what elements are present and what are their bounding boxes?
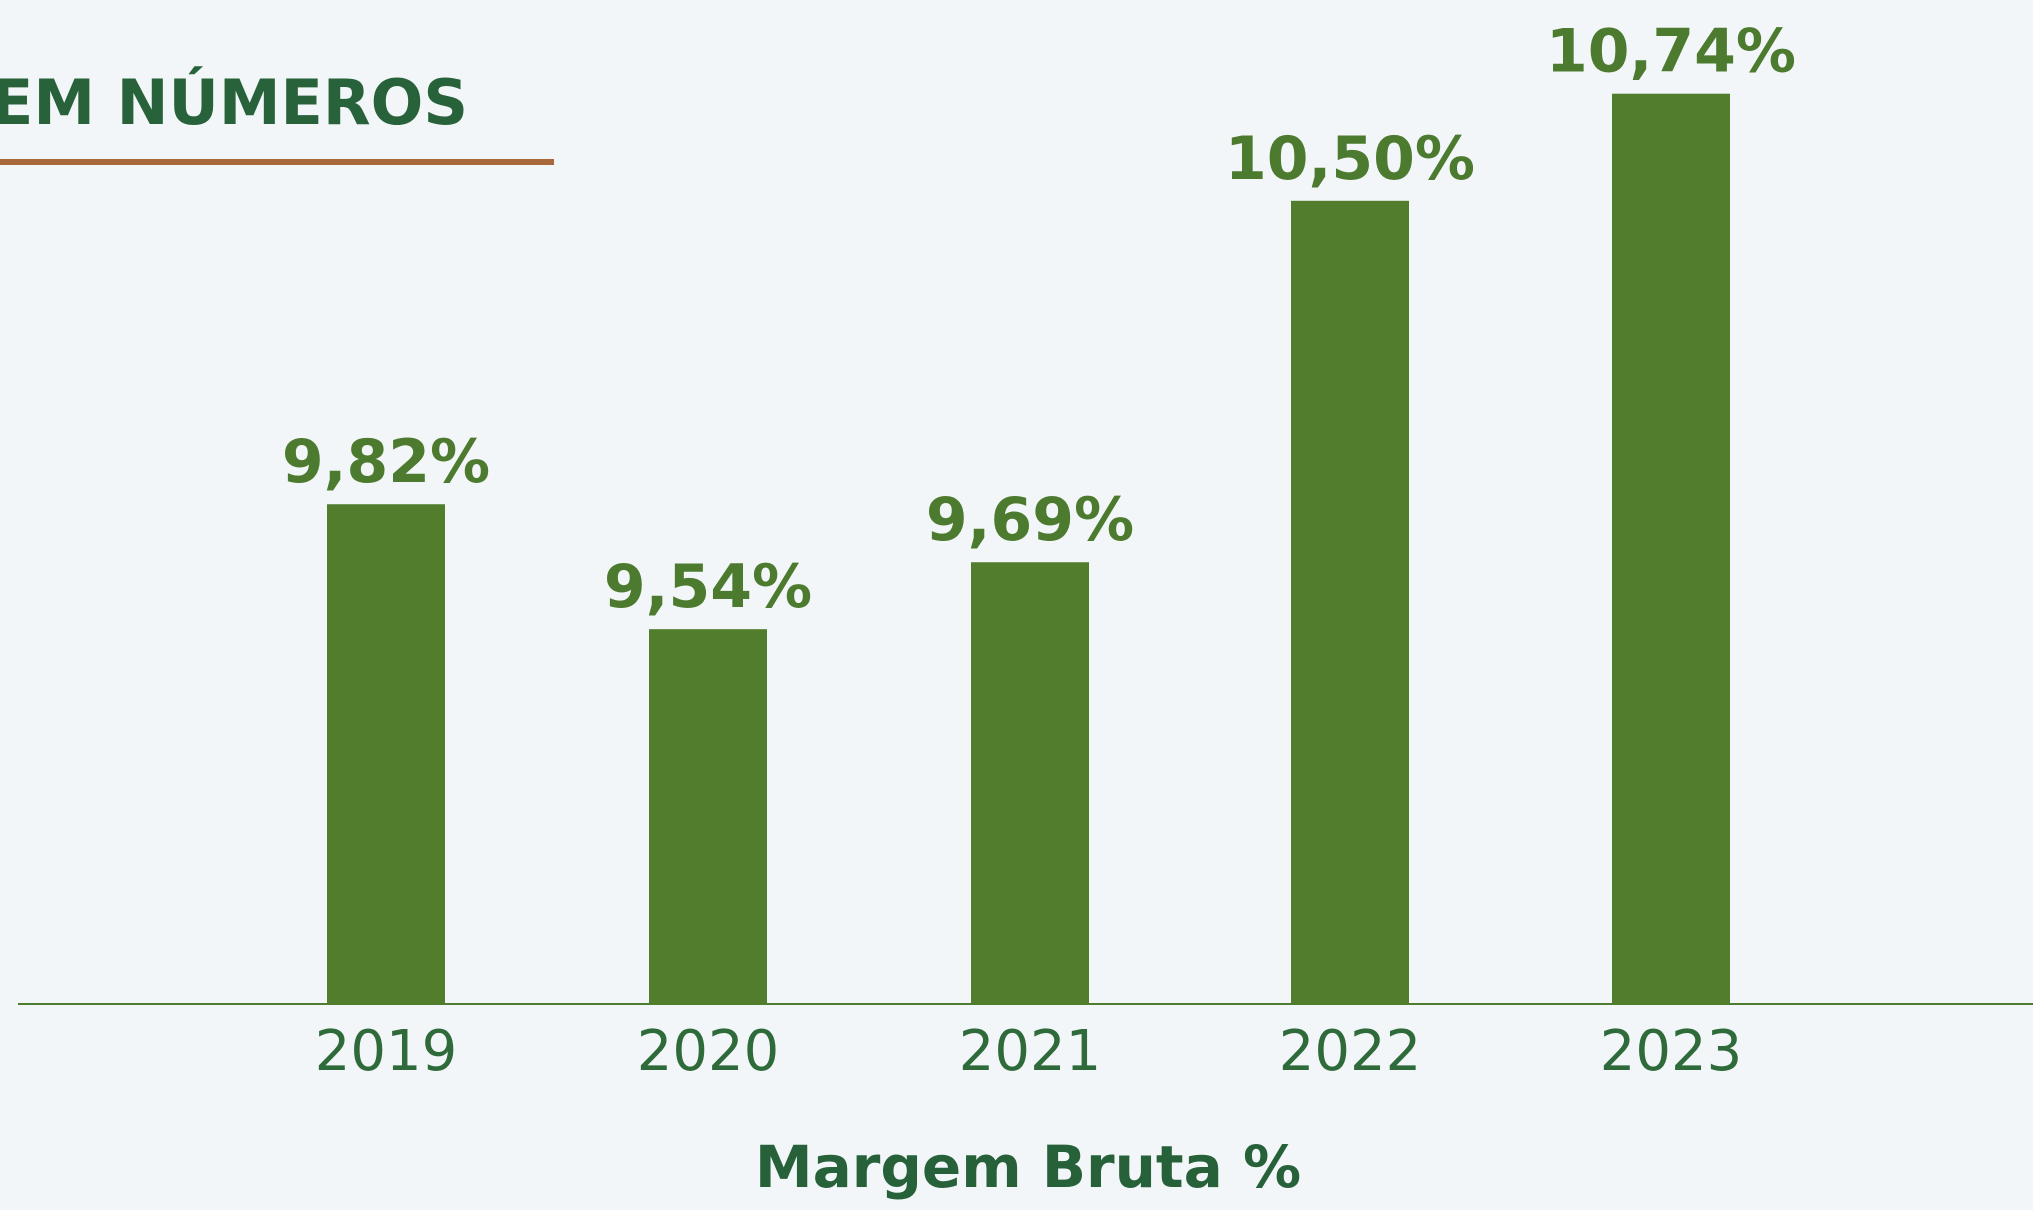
x-tick-label: 2019 xyxy=(315,1019,458,1084)
value-label: 9,69% xyxy=(926,485,1134,555)
value-label: 10,50% xyxy=(1225,124,1475,194)
bar xyxy=(971,562,1089,1004)
value-label: 9,54% xyxy=(604,552,812,622)
x-axis-label: Margem Bruta % xyxy=(755,1133,1301,1201)
chart-title: EM NÚMEROS xyxy=(0,66,468,139)
bar xyxy=(327,504,445,1004)
x-tick-label: 2022 xyxy=(1279,1019,1422,1084)
x-tick-label: 2023 xyxy=(1600,1019,1743,1084)
x-tick-label: 2021 xyxy=(959,1019,1102,1084)
x-tick-label: 2020 xyxy=(637,1019,780,1084)
bar xyxy=(1291,200,1409,1005)
bar xyxy=(649,629,767,1004)
value-label: 9,82% xyxy=(282,427,490,497)
value-label: 10,74% xyxy=(1546,17,1796,87)
title-underline xyxy=(0,159,554,165)
bar xyxy=(1612,93,1730,1004)
